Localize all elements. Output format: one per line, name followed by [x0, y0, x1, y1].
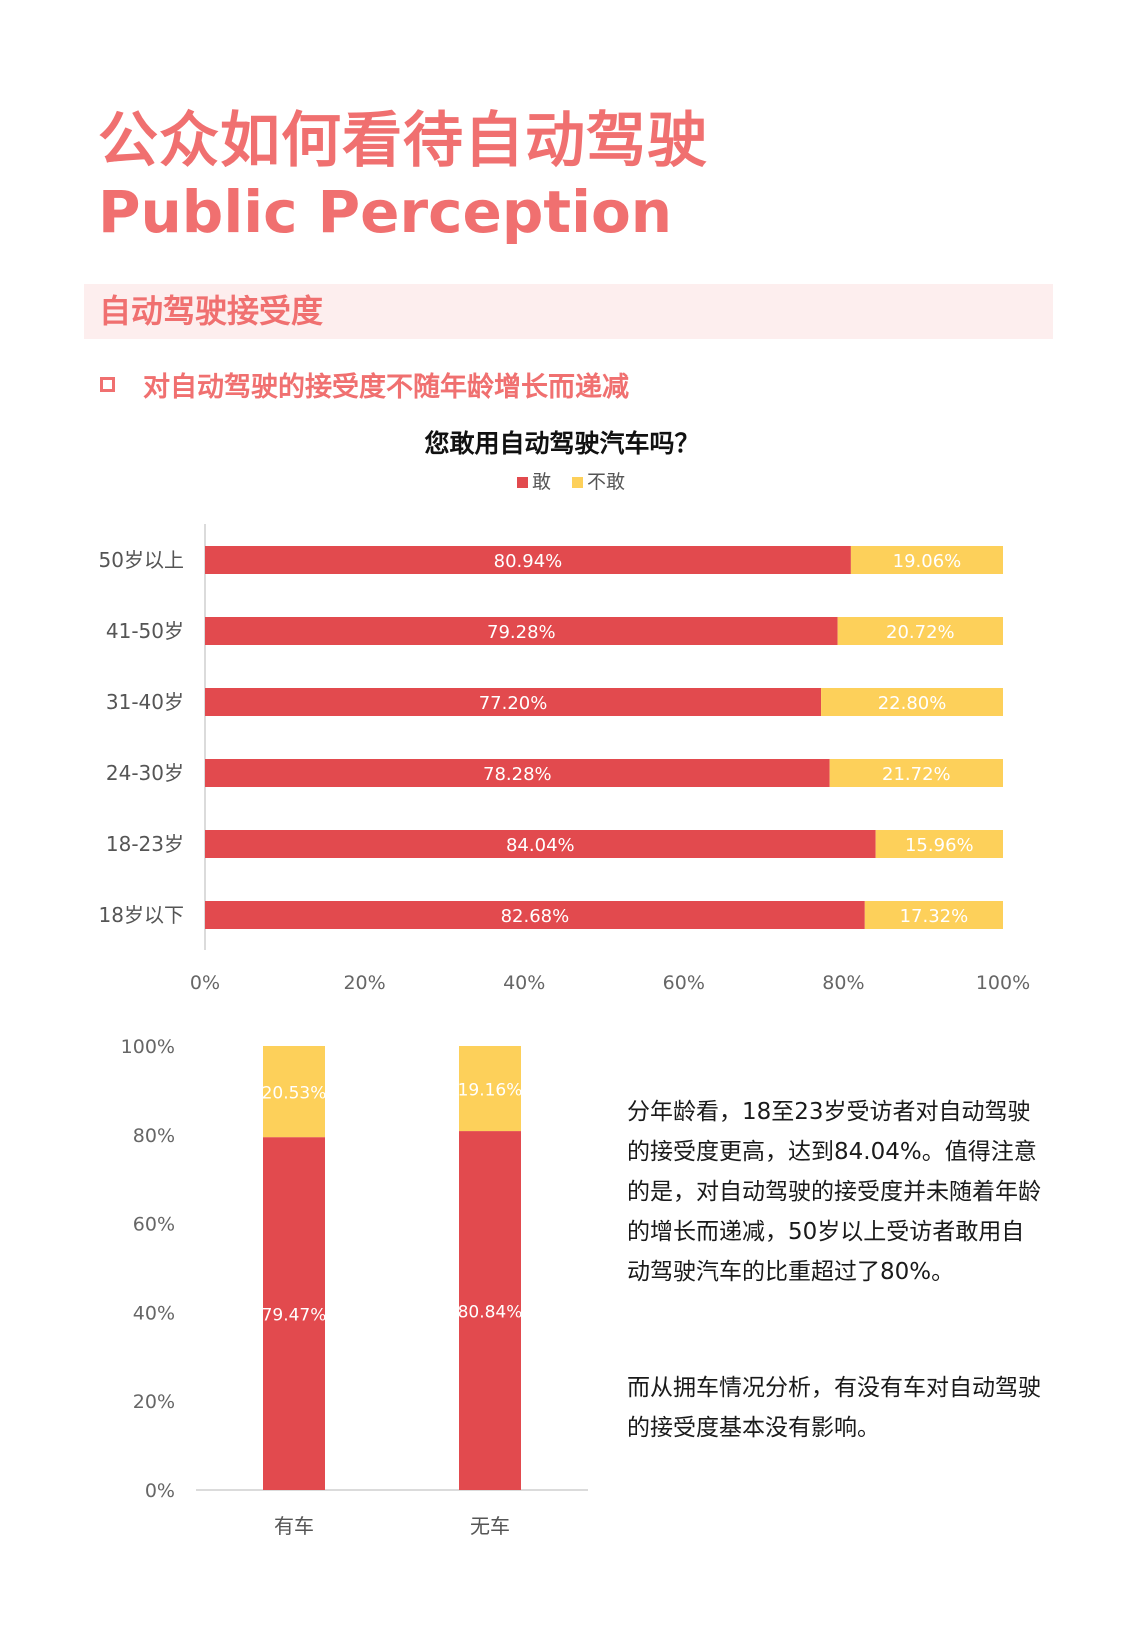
age-acceptance-chart: 您敢用自动驾驶汽车吗？ 敢 不敢 50岁以上 80.94% 19.06% 41-50岁 79.…	[99, 429, 1031, 994]
bar-segment	[821, 688, 1003, 716]
bar-segment	[875, 830, 1003, 858]
y-tick-label: 40%	[133, 1302, 175, 1324]
analysis-paragraph-age: 分年龄看，18至23岁受访者对自动驾驶的接受度更高，达到84.04%。值得注意的…	[627, 1099, 1041, 1285]
x-tick-label: 80%	[822, 972, 864, 994]
data-label: 82.68%	[501, 906, 570, 927]
bar-segment	[205, 830, 876, 858]
x-tick-label: 20%	[343, 972, 385, 994]
y-tick-label: 20%	[133, 1391, 175, 1413]
data-label: 15.96%	[905, 835, 974, 856]
data-label: 20.72%	[886, 622, 955, 643]
car-ownership-chart: 0% 20% 40% 60% 80% 100% 79.47% 20.53% 有车 80.84% 19…	[121, 1036, 588, 1538]
data-label: 21.72%	[882, 764, 951, 785]
data-label: 80.84%	[458, 1303, 523, 1323]
data-label: 17.32%	[900, 906, 969, 927]
data-label: 84.04%	[506, 835, 575, 856]
data-label: 19.06%	[893, 551, 962, 572]
bar-segment	[205, 759, 830, 787]
y-tick-label: 60%	[133, 1214, 175, 1236]
data-label: 79.28%	[487, 622, 556, 643]
legend-swatch-1	[517, 477, 528, 488]
bar-segment	[205, 546, 851, 574]
bar-segment	[864, 901, 1003, 929]
data-label: 19.16%	[458, 1081, 523, 1101]
chart-title: 您敢用自动驾驶汽车吗？	[424, 429, 699, 458]
bar-segment	[263, 1046, 325, 1138]
data-label: 80.94%	[494, 551, 563, 572]
data-label: 22.80%	[878, 693, 947, 714]
bar-segment	[205, 617, 838, 645]
y-tick-label: 0%	[145, 1480, 175, 1502]
data-label: 20.53%	[262, 1084, 327, 1104]
category-label: 18岁以下	[99, 903, 184, 927]
bar-segment	[459, 1046, 521, 1132]
bullet-text: 对自动驾驶的接受度不随年龄增长而递减	[143, 371, 629, 403]
section-header-band: 自动驾驶接受度	[84, 284, 1053, 339]
bar-segment	[829, 759, 1003, 787]
page-subtitle-en: Public Perception	[98, 178, 673, 246]
y-tick-label: 80%	[133, 1125, 175, 1147]
x-tick-label: 0%	[190, 972, 220, 994]
bar-segment	[459, 1131, 521, 1490]
category-label: 41-50岁	[106, 619, 184, 643]
bar-segment	[205, 901, 865, 929]
section-title: 自动驾驶接受度	[99, 292, 324, 330]
x-tick-label: 100%	[976, 972, 1030, 994]
page-title: 公众如何看待自动驾驶	[98, 106, 708, 176]
category-label: 50岁以上	[99, 548, 184, 572]
data-label: 78.28%	[483, 764, 552, 785]
x-tick-label: 40%	[503, 972, 545, 994]
bar-segment	[850, 546, 1003, 574]
data-label: 77.20%	[479, 693, 548, 714]
bar-segment	[205, 688, 822, 716]
category-label: 24-30岁	[106, 761, 184, 785]
legend-label-1: 敢	[532, 471, 551, 493]
square-bullet-icon	[100, 376, 115, 392]
legend-label-2: 不敢	[587, 471, 625, 493]
legend-swatch-2	[572, 477, 583, 488]
bar-segment	[263, 1137, 325, 1490]
bar-segment	[837, 617, 1003, 645]
bullet-point: 对自动驾驶的接受度不随年龄增长而递减	[100, 364, 629, 404]
analysis-paragraph-ownership: 而从拥车情况分析，有没有车对自动驾驶的接受度基本没有影响。	[627, 1375, 1041, 1441]
category-label: 31-40岁	[106, 690, 184, 714]
category-label: 有车	[274, 1514, 314, 1538]
y-tick-label: 100%	[121, 1036, 175, 1058]
category-label: 18-23岁	[106, 832, 184, 856]
category-label: 无车	[470, 1514, 510, 1538]
data-label: 79.47%	[262, 1306, 327, 1326]
x-tick-label: 60%	[663, 972, 705, 994]
